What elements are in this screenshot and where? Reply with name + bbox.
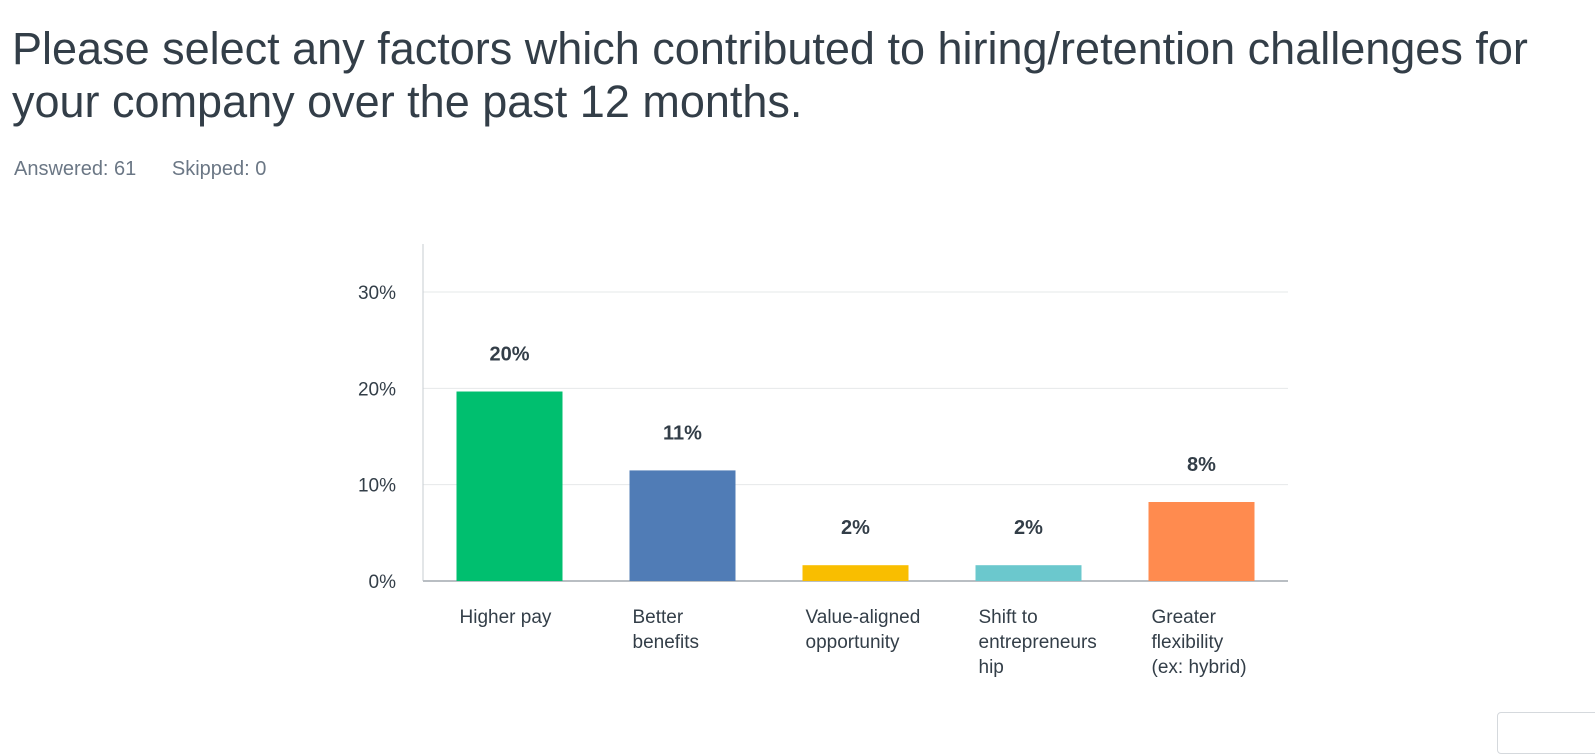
bar: [975, 565, 1082, 581]
x-tick-label: (ex: hybrid): [1152, 657, 1247, 678]
corner-control[interactable]: [1497, 712, 1595, 754]
response-stats: Answered: 61 Skipped: 0: [14, 158, 296, 181]
skipped-count: Skipped: 0: [171, 158, 267, 180]
x-tick-label: Shift to: [979, 607, 1038, 628]
data-label: 2%: [841, 517, 870, 539]
question-title: Please select any factors which contribu…: [12, 23, 1528, 127]
bar-chart: 0% 10% 20% 30% 20% Higher pay 11% Better benefit…: [358, 244, 1288, 678]
x-tick-label: Greater: [1152, 607, 1217, 628]
y-tick-label: 0%: [369, 572, 397, 593]
data-label: 2%: [1014, 517, 1043, 539]
x-tick-label: Higher pay: [460, 607, 552, 628]
x-tick-label: opportunity: [806, 632, 901, 653]
x-tick-label: Better: [633, 607, 684, 628]
bar: [456, 391, 563, 581]
x-tick-label: hip: [979, 657, 1004, 678]
x-tick-label: flexibility: [1152, 632, 1224, 653]
y-tick-label: 10%: [358, 476, 396, 497]
y-tick-label: 30%: [358, 283, 396, 304]
bar: [1148, 502, 1255, 581]
data-label: 20%: [489, 344, 529, 366]
x-tick-label: entrepreneurs: [979, 632, 1097, 653]
x-tick-label: Value-aligned: [806, 607, 921, 628]
bar: [629, 470, 736, 581]
bar: [802, 565, 909, 581]
y-tick-label: 20%: [358, 379, 396, 400]
x-tick-label: benefits: [633, 632, 700, 653]
answered-count: Answered: 61: [14, 158, 137, 180]
data-label: 8%: [1187, 454, 1216, 476]
data-label: 11%: [663, 422, 702, 444]
